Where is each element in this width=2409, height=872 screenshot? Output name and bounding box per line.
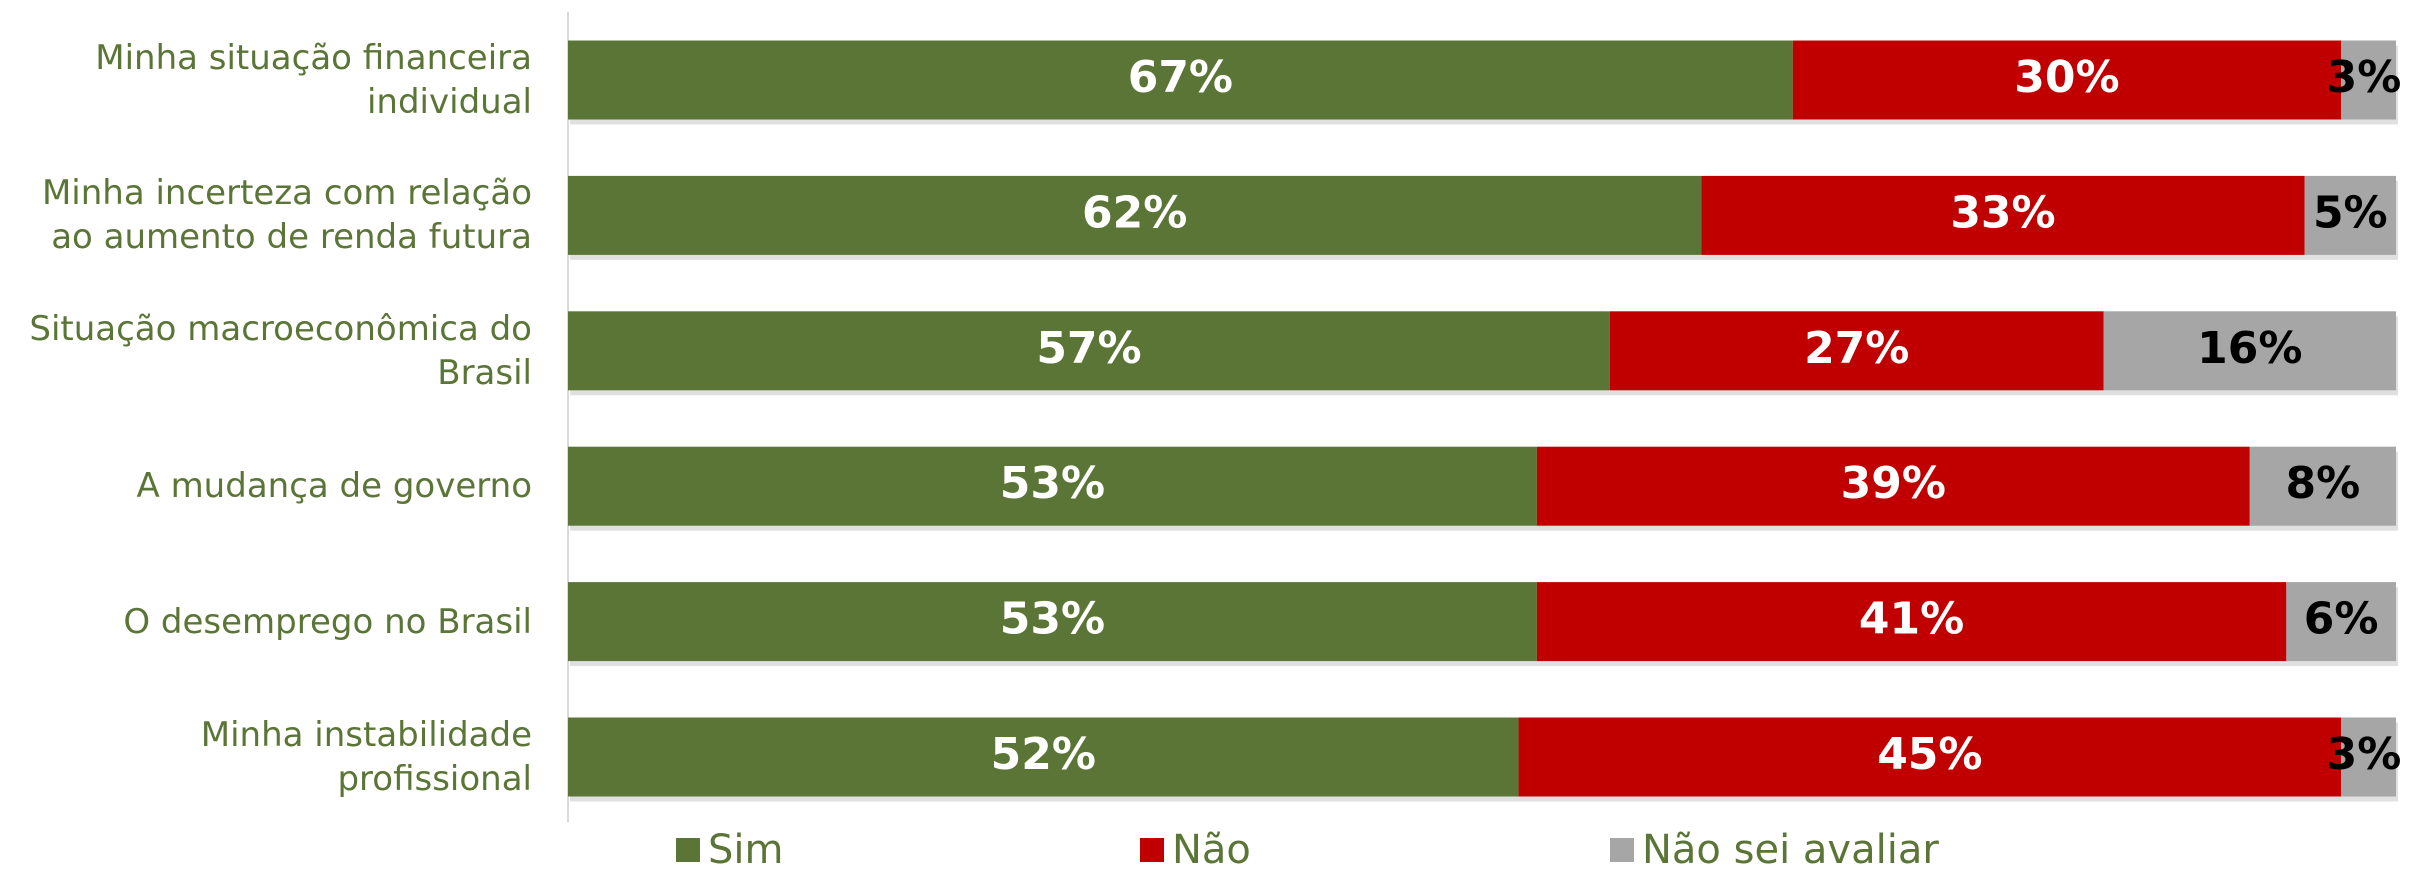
bar-segment [568, 717, 1519, 797]
category-label: O desemprego no Brasil [123, 601, 532, 642]
value-label: 6% [2304, 594, 2379, 645]
value-label: 45% [1877, 729, 1982, 780]
bar-segment [568, 175, 1702, 255]
bar-segment [2341, 717, 2396, 797]
category-label: Minha incerteza com relação ao aumento d… [41, 173, 532, 258]
value-label: 5% [2313, 187, 2388, 238]
legend-label: Sim [708, 827, 783, 872]
legend-swatch [1140, 838, 1164, 862]
category-label: Minha situação financeira individual [95, 38, 532, 122]
bar-segment [1536, 446, 2250, 526]
legend-swatch [676, 838, 700, 862]
category-label: Situação macroeconômica do Brasil [29, 308, 532, 393]
value-label: 3% [2327, 729, 2402, 780]
bar-segment [2341, 40, 2396, 120]
bar-segment [568, 582, 1537, 662]
category-label: Minha instabilidade profissional [200, 715, 532, 799]
bar-segment [1536, 582, 2287, 662]
bar-segment [1609, 311, 2104, 391]
value-label: 62% [1082, 187, 1187, 238]
bar-segment [1701, 175, 2305, 255]
value-label: 39% [1841, 458, 1946, 509]
value-label: 53% [1000, 594, 1105, 645]
bar-segment [2304, 175, 2396, 255]
category-label: A mudança de governo [136, 466, 533, 507]
legend-label: Não sei avaliar [1642, 827, 1939, 872]
bar-segment [2103, 311, 2396, 391]
bar-segment [1518, 717, 2342, 797]
bar-segment [2249, 446, 2396, 526]
legend-swatch [1610, 838, 1634, 862]
value-label: 67% [1128, 52, 1233, 103]
value-label: 41% [1859, 594, 1964, 645]
bar-segment [568, 40, 1793, 120]
value-label: 3% [2327, 52, 2402, 103]
bar-segment [568, 446, 1537, 526]
value-label: 52% [991, 729, 1096, 780]
bar-segment [568, 311, 1610, 391]
value-label: 30% [2014, 52, 2119, 103]
value-label: 53% [1000, 458, 1105, 509]
bar-segment [2286, 582, 2396, 662]
legend-label: Não [1172, 827, 1251, 872]
value-label: 8% [2286, 458, 2361, 509]
bar-segment [1792, 40, 2342, 120]
value-label: 33% [1950, 187, 2055, 238]
value-label: 16% [2197, 323, 2302, 374]
value-label: 57% [1036, 323, 1141, 374]
value-label: 27% [1804, 323, 1909, 374]
